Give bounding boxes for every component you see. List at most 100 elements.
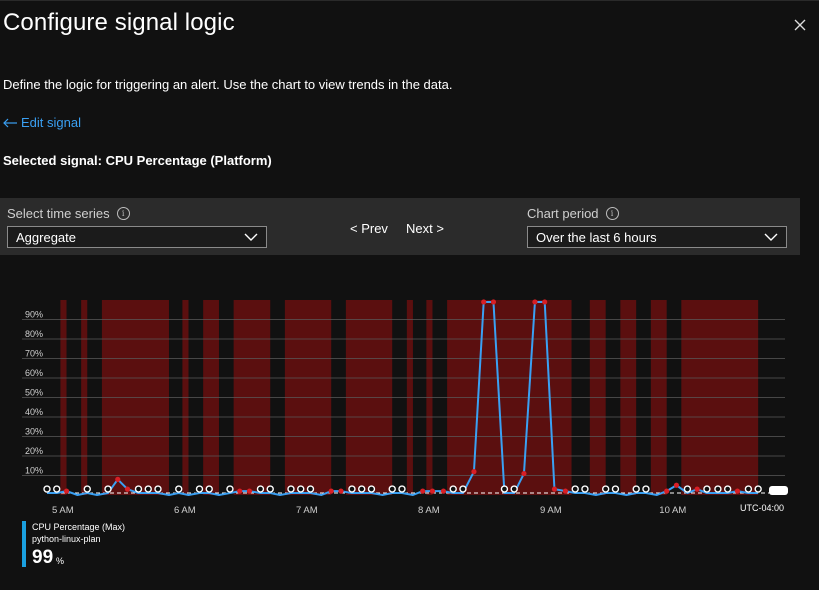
data-point-alert — [471, 469, 477, 475]
y-axis-labels: 10% 20% 30% 40% 50% 60% 70% 80% 90% — [25, 310, 43, 476]
data-point-ok — [571, 485, 579, 493]
data-point-alert — [63, 488, 70, 494]
data-point-alert — [521, 470, 527, 477]
data-point-alert — [420, 488, 426, 494]
data-point-alert — [673, 482, 680, 488]
timezone-label: UTC-04:00 — [740, 503, 784, 513]
info-icon[interactable]: i — [605, 207, 619, 220]
x-tick-label: 10 AM — [659, 505, 686, 516]
close-icon[interactable] — [792, 17, 808, 33]
x-tick-label: 5 AM — [52, 505, 74, 516]
data-point-alert — [124, 486, 131, 492]
selected-signal: Selected signal: CPU Percentage (Platfor… — [3, 153, 272, 168]
data-point-alert — [734, 488, 741, 494]
series-line — [47, 300, 759, 496]
page-description: Define the logic for triggering an alert… — [3, 77, 453, 92]
cursor-handle[interactable] — [769, 486, 788, 495]
y-tick-label: 30% — [25, 427, 43, 437]
data-point-ok — [175, 485, 183, 493]
data-point-alert — [551, 486, 558, 492]
data-point-ok — [723, 485, 732, 493]
y-tick-label: 20% — [25, 446, 43, 456]
y-tick-label: 60% — [25, 368, 43, 378]
data-point-ok — [43, 485, 51, 493]
data-point-ok — [348, 485, 356, 493]
data-point-ok — [683, 485, 692, 493]
data-point-alert — [338, 488, 344, 494]
data-point-alert — [237, 488, 243, 494]
data-point-ok — [388, 485, 396, 493]
y-tick-label: 70% — [25, 349, 43, 359]
data-point-ok — [195, 485, 204, 493]
data-point-alert — [429, 488, 436, 494]
data-point-alert — [562, 488, 569, 494]
data-point-alert — [490, 299, 497, 305]
data-point-ok — [449, 485, 457, 493]
data-point-ok — [632, 485, 640, 493]
time-series-value: Aggregate — [16, 230, 76, 245]
chart-period-label-row: Chart period i — [527, 206, 619, 221]
data-point-alert — [694, 486, 700, 492]
chart-period-value: Over the last 6 hours — [536, 230, 657, 245]
cpu-line-chart[interactable]: 10% 20% 30% 40% 50% 60% 70% 80% 90% 5 AM 6 AM 7 AM… — [0, 290, 819, 520]
y-tick-label: 80% — [25, 329, 43, 339]
data-point-ok — [642, 485, 650, 493]
next-button[interactable]: Next > — [406, 221, 444, 236]
data-point-ok — [367, 485, 376, 493]
data-point-alert — [328, 488, 334, 494]
data-point-alert — [115, 476, 121, 482]
time-series-dropdown[interactable]: Aggregate — [7, 226, 267, 248]
data-point-ok — [744, 485, 753, 493]
data-point-ok — [611, 485, 620, 493]
top-border — [0, 0, 819, 1]
gridlines — [22, 319, 785, 476]
x-axis-labels: 5 AM 6 AM 7 AM 8 AM 9 AM 10 AM — [52, 505, 686, 516]
time-series-label: Select time series — [7, 206, 110, 221]
data-point-ok — [500, 485, 509, 493]
prev-button[interactable]: < Prev — [350, 221, 388, 236]
legend-value: 99 — [32, 547, 54, 568]
chart-period-label: Chart period — [527, 206, 599, 221]
data-point-ok — [134, 485, 143, 493]
x-tick-label: 6 AM — [174, 505, 196, 516]
legend-unit: % — [56, 556, 65, 566]
data-point-alert — [664, 488, 670, 494]
data-point-ok — [83, 485, 91, 493]
data-point-alert — [542, 299, 548, 305]
data-point-alert — [481, 299, 487, 305]
data-point-ok — [297, 485, 305, 493]
chart-period-dropdown[interactable]: Over the last 6 hours — [527, 226, 787, 248]
series-line — [47, 300, 759, 496]
info-icon[interactable]: i — [116, 207, 130, 220]
chevron-down-icon — [244, 233, 258, 241]
data-point-alert — [246, 488, 253, 494]
data-point-ok — [581, 485, 589, 493]
series-points — [43, 299, 762, 494]
data-point-ok — [226, 485, 234, 493]
page-title: Configure signal logic — [3, 9, 235, 36]
data-point-ok — [601, 485, 610, 493]
chevron-down-icon — [764, 233, 778, 241]
legend-resource: python-linux-plan — [32, 534, 101, 544]
time-series-label-row: Select time series i — [7, 206, 130, 221]
data-point-ok — [459, 485, 467, 493]
y-tick-label: 10% — [25, 466, 43, 476]
data-point-ok — [205, 485, 213, 493]
data-point-alert — [440, 488, 447, 494]
data-point-ok — [703, 485, 711, 493]
data-point-ok — [287, 485, 295, 493]
data-point-ok — [398, 485, 406, 493]
x-tick-label: 7 AM — [296, 505, 318, 516]
data-point-ok — [104, 485, 112, 493]
data-point-ok — [754, 485, 762, 493]
x-tick-label: 8 AM — [418, 505, 440, 516]
edit-signal-label: Edit signal — [21, 115, 81, 130]
legend-series-name: CPU Percentage (Max) — [32, 522, 126, 532]
legend-color-swatch — [22, 521, 26, 567]
data-point-ok — [256, 485, 265, 493]
x-tick-label: 9 AM — [540, 505, 562, 516]
data-point-ok — [144, 485, 152, 493]
data-point-ok — [306, 485, 315, 493]
edit-signal-link[interactable]: Edit signal — [3, 115, 81, 130]
data-point-ok — [358, 485, 366, 493]
